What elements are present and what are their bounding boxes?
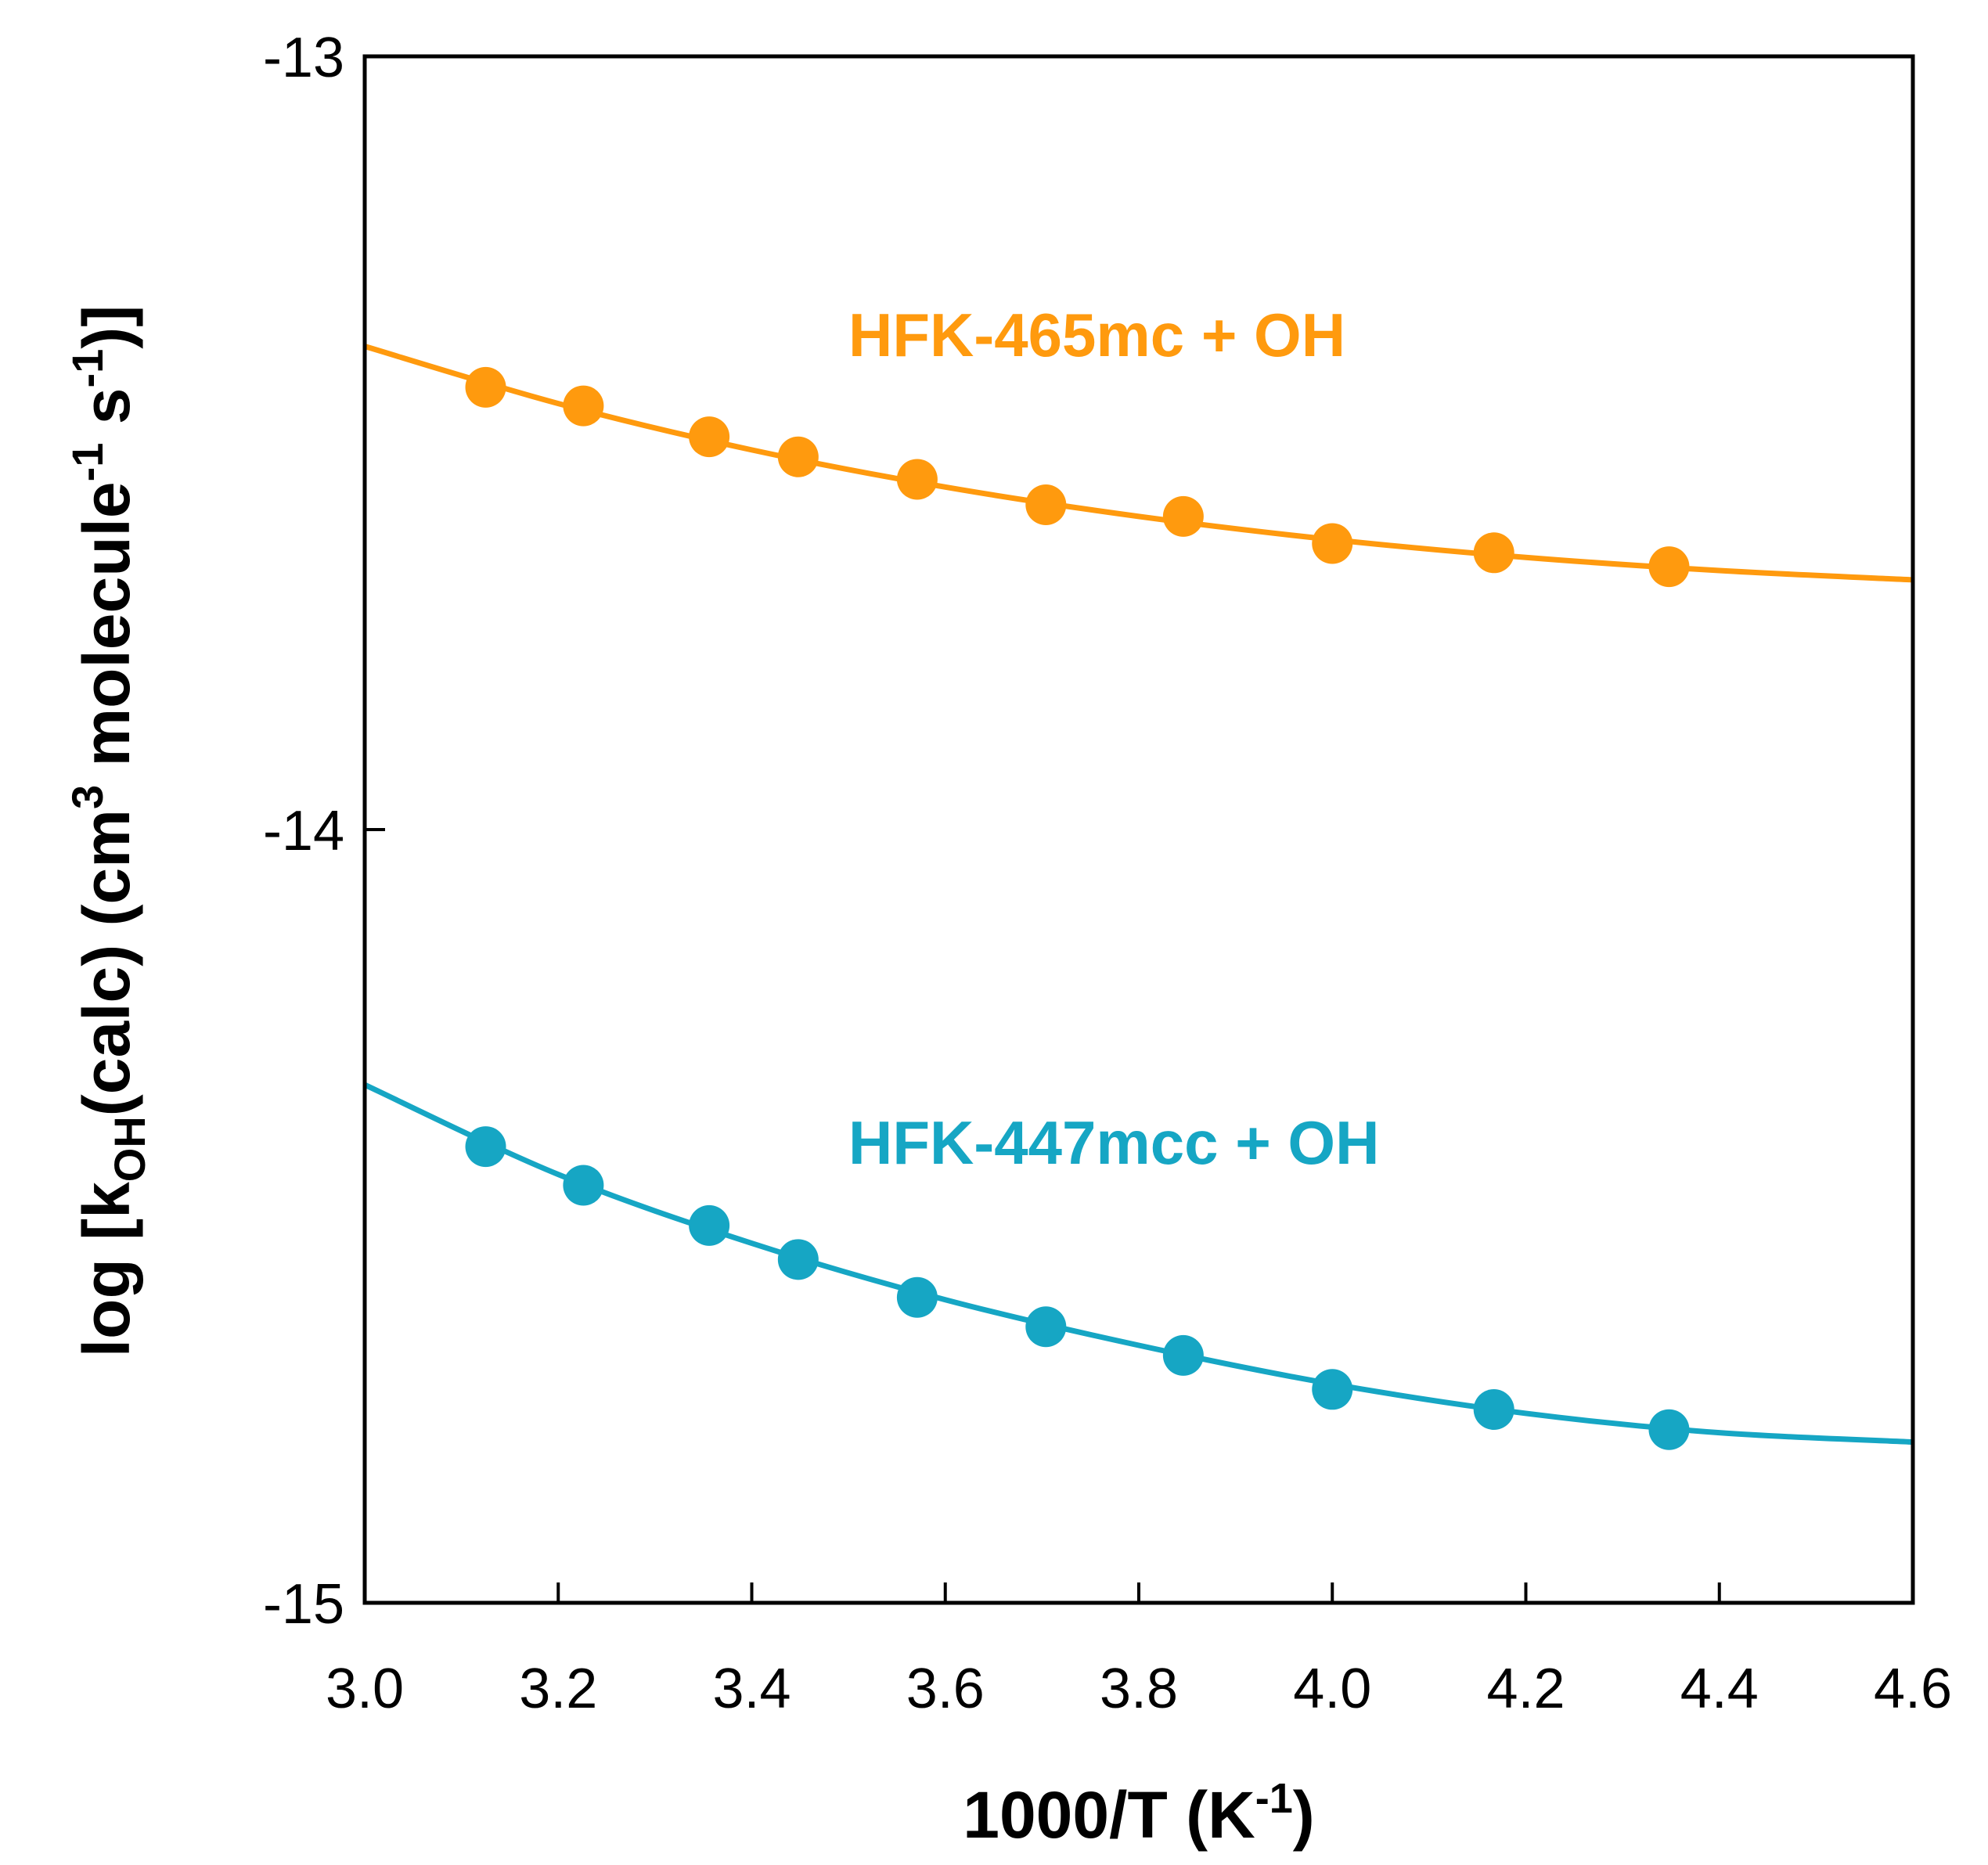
y-axis-ticks: -13 -14 -15 [263, 27, 385, 1636]
x-tick-label: 4.4 [1680, 1658, 1759, 1720]
series-0 [364, 344, 1914, 588]
y-tick-label: -15 [263, 1573, 344, 1636]
x-axis-title-main: 1000/T (K [963, 1778, 1255, 1852]
y-tick-label: -14 [263, 800, 344, 862]
y-axis-title-part: s [70, 388, 143, 443]
x-axis-ticks: 3.0 3.2 3.4 3.6 3.8 4.0 4.2 4.4 4.6 [326, 1582, 1952, 1720]
data-point-series-0 [1162, 495, 1204, 537]
series-label-hfk-447mcc: HFK-447mcc + OH [848, 1108, 1379, 1177]
data-point-series-0 [1648, 546, 1690, 588]
y-axis-title-part: molecule [70, 481, 143, 784]
data-point-series-1 [1312, 1369, 1353, 1410]
x-axis-title: 1000/T (K-1) [963, 1775, 1315, 1852]
data-point-series-0 [1473, 532, 1514, 574]
plot-frame [362, 54, 1915, 1605]
data-point-series-1 [896, 1276, 938, 1318]
x-tick-label: 3.8 [1100, 1658, 1178, 1720]
data-point-series-1 [465, 1126, 506, 1168]
data-point-series-0 [1312, 523, 1353, 564]
y-axis-title: log [kOH(calc) (cm3 molecule-1 s-1)] [63, 305, 154, 1357]
y-axis-title-superscript: 3 [63, 785, 112, 809]
series-1 [363, 1082, 1914, 1450]
data-point-series-1 [689, 1204, 730, 1246]
data-point-series-0 [563, 385, 604, 427]
data-point-series-1 [1162, 1334, 1204, 1376]
data-point-series-1 [1473, 1389, 1514, 1430]
y-axis-title-part: log [k [70, 1182, 143, 1357]
y-axis-title-part: (calc) (cm [70, 809, 143, 1116]
x-tick-label: 4.6 [1874, 1658, 1952, 1720]
x-tick-label: 4.2 [1486, 1658, 1565, 1720]
series-layer [363, 344, 1914, 1450]
x-tick-label: 4.0 [1293, 1658, 1371, 1720]
data-point-series-1 [563, 1165, 604, 1206]
x-tick-label: 3.4 [712, 1658, 791, 1720]
data-point-series-0 [1025, 484, 1067, 526]
x-tick-label: 3.0 [326, 1658, 404, 1720]
y-tick-label: -13 [263, 27, 344, 89]
data-point-series-0 [896, 459, 938, 500]
series-label-hfk-465mc: HFK-465mc + OH [848, 301, 1345, 369]
data-point-series-1 [777, 1239, 819, 1280]
y-axis-title-superscript: -1 [63, 443, 112, 482]
data-point-series-0 [689, 416, 730, 458]
data-point-series-0 [777, 436, 819, 477]
data-point-series-1 [1025, 1306, 1067, 1348]
x-tick-label: 3.6 [906, 1658, 985, 1720]
data-point-series-1 [1648, 1409, 1690, 1450]
data-point-series-0 [465, 366, 506, 408]
x-tick-label: 3.2 [519, 1658, 597, 1720]
x-axis-title-tail: ) [1293, 1778, 1315, 1852]
y-axis-title-subscript: OH [105, 1116, 154, 1182]
y-axis-title-superscript: -1 [63, 349, 112, 388]
x-axis-title-sup: -1 [1255, 1775, 1293, 1822]
y-axis-title-part: )] [70, 305, 143, 349]
